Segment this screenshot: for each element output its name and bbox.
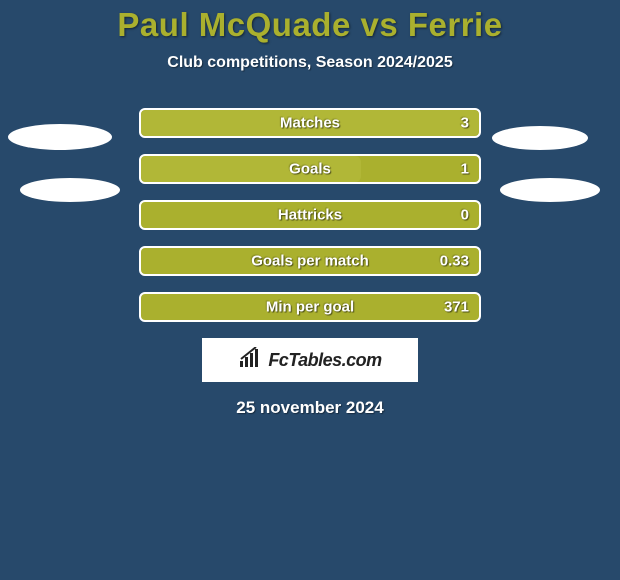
stat-row: Hattricks 0: [139, 200, 481, 230]
date-text: 25 november 2024: [0, 398, 620, 418]
chart-area: Matches 3 Goals 1 Hattricks 0 Goals per match 0…: [0, 108, 620, 322]
stat-value-left: 0: [461, 207, 469, 224]
decorative-ellipse: [20, 178, 120, 202]
decorative-ellipse: [492, 126, 588, 150]
page-root: Paul McQuade vs Ferrie Club competitions…: [0, 0, 620, 580]
decorative-ellipse: [8, 124, 112, 150]
brand-text: FcTables.com: [268, 350, 381, 371]
decorative-ellipse: [500, 178, 600, 202]
stat-label: Goals per match: [251, 253, 369, 270]
stat-row: Goals per match 0.33: [139, 246, 481, 276]
stat-row: Min per goal 371: [139, 292, 481, 322]
stat-label: Goals: [289, 161, 331, 178]
page-subtitle: Club competitions, Season 2024/2025: [0, 54, 620, 72]
stat-value-left: 371: [444, 299, 469, 316]
brand-chart-icon: [238, 347, 264, 374]
stat-row: Matches 3: [139, 108, 481, 138]
stat-value-left: 0.33: [440, 253, 469, 270]
stat-row: Goals 1: [139, 154, 481, 184]
page-title: Paul McQuade vs Ferrie: [0, 0, 620, 44]
stat-value-left: 3: [461, 115, 469, 132]
stat-label: Matches: [280, 115, 340, 132]
brand-box[interactable]: FcTables.com: [202, 338, 418, 382]
stat-label: Hattricks: [278, 207, 342, 224]
chart-rows: Matches 3 Goals 1 Hattricks 0 Goals per match 0…: [139, 108, 481, 322]
stat-value-left: 1: [461, 161, 469, 178]
stat-label: Min per goal: [266, 299, 354, 316]
